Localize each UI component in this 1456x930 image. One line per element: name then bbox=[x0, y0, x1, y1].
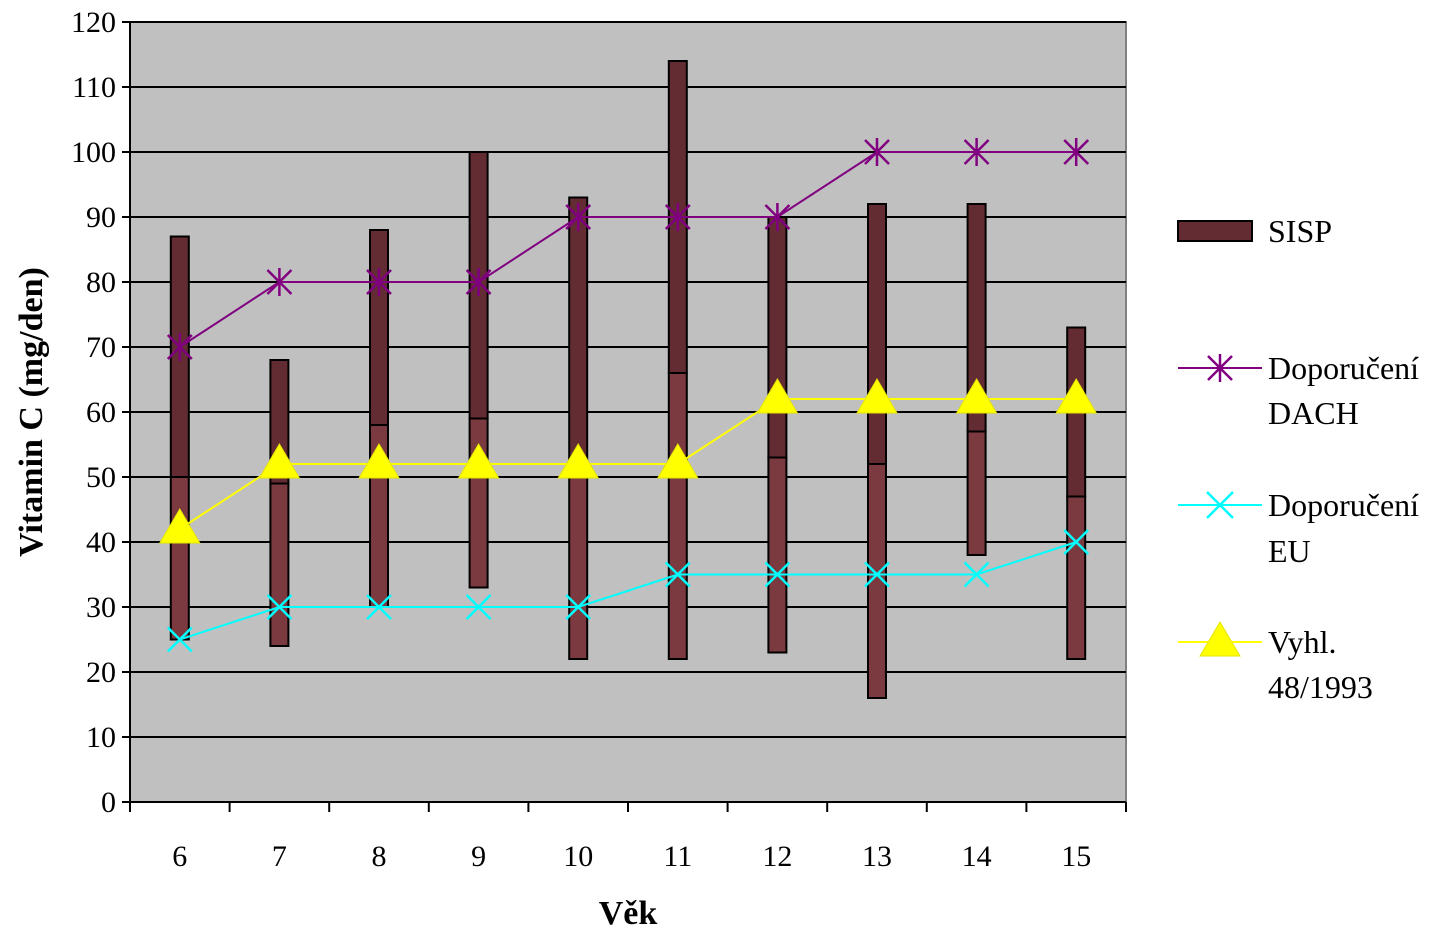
legend-label-dach-2: DACH bbox=[1268, 395, 1359, 431]
y-tick-label: 110 bbox=[72, 71, 116, 104]
series-1-marker bbox=[565, 594, 592, 620]
sisp-bar-lower bbox=[667, 372, 688, 660]
series-2-marker bbox=[358, 443, 400, 479]
series-2-marker bbox=[756, 378, 799, 414]
series-2-marker bbox=[1055, 378, 1098, 414]
series-2-marker bbox=[457, 443, 500, 479]
x-tick-label: 12 bbox=[762, 840, 792, 873]
y-tick-label: 30 bbox=[86, 591, 116, 624]
legend-marker-vyhl bbox=[1199, 621, 1241, 657]
series-line-2 bbox=[179, 398, 1077, 530]
legend-label-dach-1: Doporučení bbox=[1268, 350, 1419, 386]
legend-label-eu-1: Doporučení bbox=[1268, 487, 1419, 523]
series-2-marker bbox=[955, 378, 998, 414]
legend-marker-eu bbox=[1206, 491, 1234, 519]
series-2-marker bbox=[158, 508, 201, 544]
series-lines bbox=[158, 138, 1098, 653]
x-ticks: 6 7 8 9 10 11 12 13 14 15 bbox=[129, 802, 1127, 873]
sisp-bar-upper bbox=[767, 216, 788, 459]
x-tick-label: 11 bbox=[663, 840, 692, 873]
y-tick-label: 40 bbox=[86, 526, 116, 559]
x-tick-label: 6 bbox=[172, 840, 187, 873]
y-tick-label: 100 bbox=[71, 136, 116, 169]
legend-swatch-sisp bbox=[1177, 220, 1253, 242]
sisp-bar-lower bbox=[269, 482, 290, 647]
y-tick-label: 20 bbox=[86, 656, 116, 689]
y-ticks: 0 10 20 30 40 50 60 70 80 90 100 110 120 bbox=[71, 6, 130, 819]
series-1-marker bbox=[166, 626, 193, 653]
sisp-bar-lower bbox=[1066, 495, 1087, 660]
series-2-marker bbox=[856, 378, 898, 414]
y-tick-label: 70 bbox=[86, 331, 116, 364]
legend-marker-dach bbox=[1207, 354, 1233, 382]
x-tick-label: 13 bbox=[862, 840, 892, 873]
sisp-bar-lower bbox=[169, 476, 190, 641]
series-2-marker bbox=[258, 443, 301, 479]
sisp-bar-upper bbox=[369, 229, 389, 426]
series-0-marker bbox=[266, 268, 293, 296]
y-tick-label: 120 bbox=[71, 6, 116, 39]
series-0-marker bbox=[764, 203, 791, 231]
legend-entry-eu: Doporučení EU bbox=[1178, 487, 1419, 569]
series-1-marker bbox=[465, 594, 492, 620]
legend-label-vyhl-2: 48/1993 bbox=[1268, 669, 1373, 705]
series-0-marker bbox=[864, 138, 890, 166]
sisp-bar-upper bbox=[867, 203, 887, 465]
sisp-bar-upper bbox=[966, 203, 987, 433]
legend-entry-vyhl: Vyhl. 48/1993 bbox=[1178, 621, 1373, 705]
series-1-marker bbox=[1063, 529, 1090, 555]
series-0-marker bbox=[565, 203, 592, 231]
y-tick-label: 10 bbox=[86, 721, 116, 754]
series-line-1 bbox=[179, 541, 1077, 641]
legend: SISP Doporučení DACH Doporučení EU Vyhl. bbox=[1177, 213, 1419, 705]
series-1-marker bbox=[366, 594, 392, 620]
sisp-bar-lower bbox=[767, 456, 788, 654]
x-tick-label: 14 bbox=[962, 840, 992, 873]
y-tick-label: 50 bbox=[86, 461, 116, 494]
x-axis-title: Věk bbox=[599, 895, 658, 930]
sisp-bar-upper bbox=[568, 196, 589, 465]
sisp-bar-lower bbox=[966, 430, 987, 556]
series-1-marker bbox=[664, 561, 691, 588]
sisp-bar-lower bbox=[568, 463, 589, 660]
series-0-marker bbox=[166, 333, 193, 361]
series-1-marker bbox=[963, 561, 990, 588]
series-line-0 bbox=[179, 151, 1077, 348]
legend-label-eu-2: EU bbox=[1268, 533, 1311, 569]
series-2-marker bbox=[656, 443, 699, 479]
series-0-marker bbox=[366, 268, 392, 296]
series-1-marker bbox=[266, 594, 293, 620]
x-tick-label: 15 bbox=[1061, 840, 1091, 873]
y-tick-label: 0 bbox=[101, 786, 116, 819]
legend-label-vyhl-1: Vyhl. bbox=[1268, 624, 1336, 660]
legend-entry-dach: Doporučení DACH bbox=[1178, 350, 1419, 431]
series-0-marker bbox=[1063, 138, 1090, 166]
x-tick-label: 8 bbox=[372, 840, 387, 873]
series-0-marker bbox=[465, 268, 492, 296]
series-0-marker bbox=[963, 138, 990, 166]
x-tick-label: 9 bbox=[471, 840, 486, 873]
x-tick-label: 10 bbox=[563, 840, 593, 873]
legend-label-sisp: SISP bbox=[1268, 213, 1332, 249]
series-2-marker bbox=[557, 443, 600, 479]
series-1-marker bbox=[864, 561, 890, 588]
y-tick-label: 90 bbox=[86, 201, 116, 234]
x-tick-label: 7 bbox=[272, 840, 287, 873]
y-tick-label: 80 bbox=[86, 266, 116, 299]
y-axis-title: Vitamin C (mg/den) bbox=[13, 267, 50, 557]
series-0-marker bbox=[664, 203, 691, 231]
series-1-marker bbox=[764, 561, 791, 588]
y-tick-label: 60 bbox=[86, 396, 116, 429]
